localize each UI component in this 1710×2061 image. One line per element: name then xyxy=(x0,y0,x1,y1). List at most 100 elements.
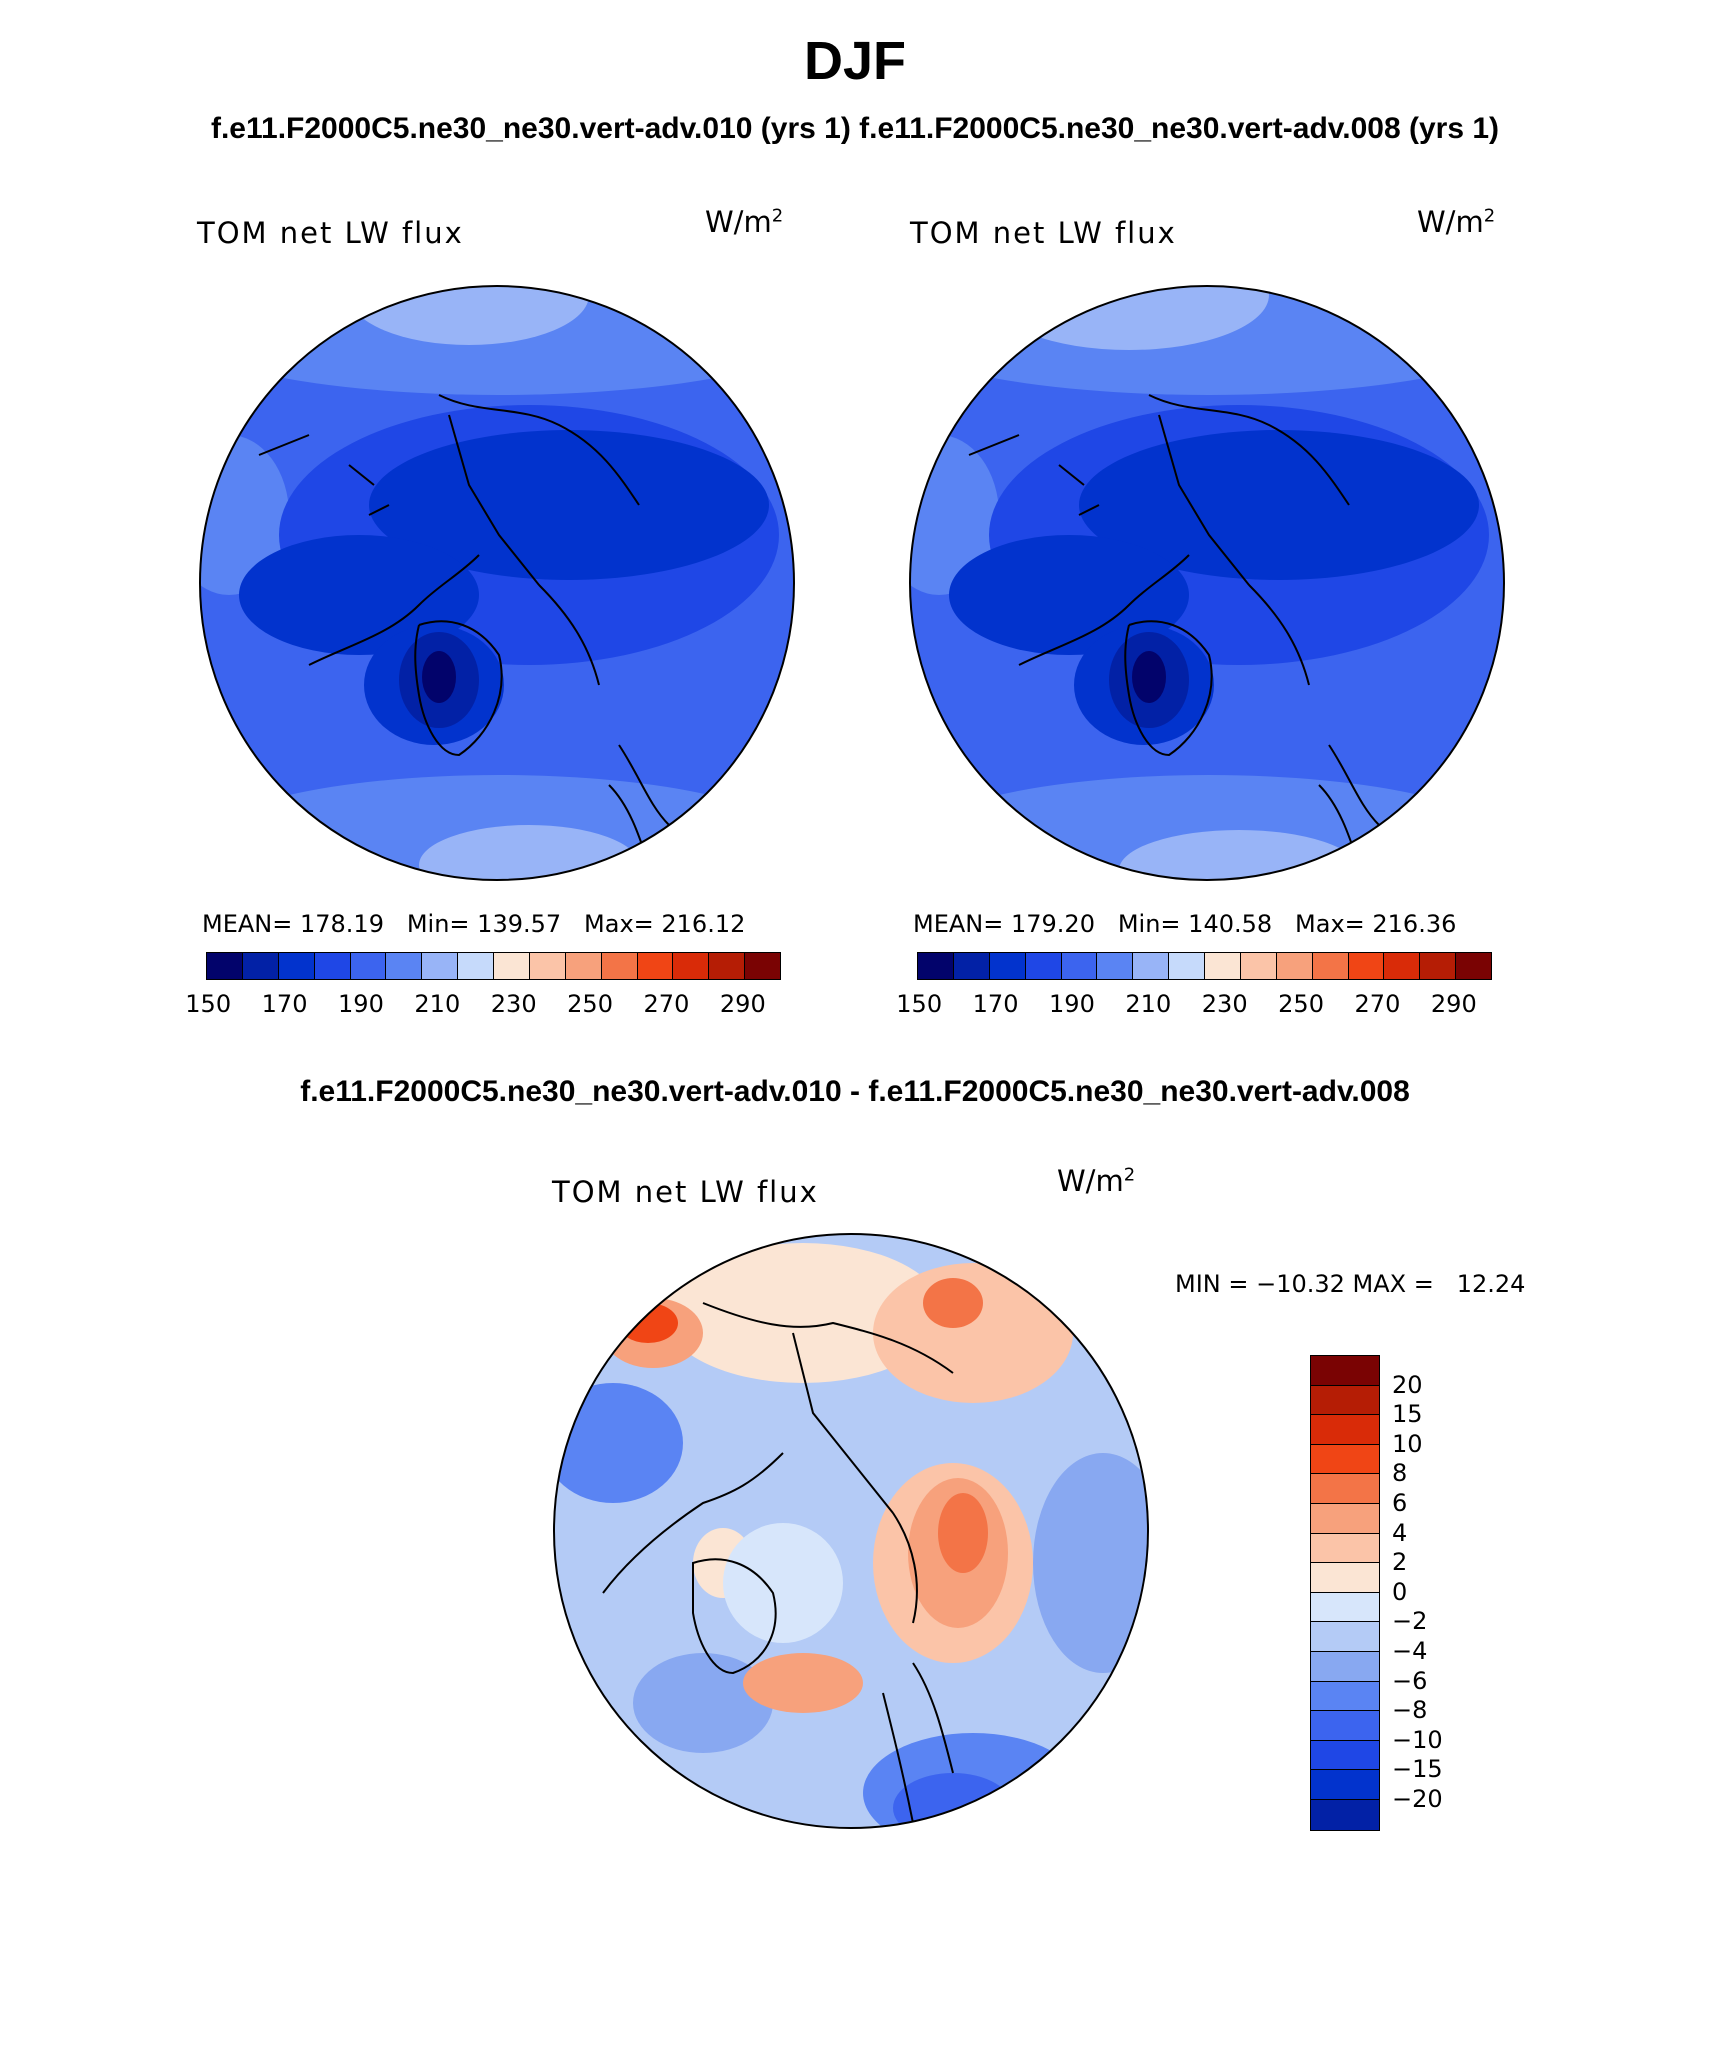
colorbar-swatch xyxy=(1311,1563,1379,1593)
colorbar-swatch xyxy=(1384,953,1421,979)
colorbar-swatch xyxy=(1169,953,1205,979)
panel2-colorbar xyxy=(917,952,1492,980)
colorbar-swatch xyxy=(918,953,954,979)
colorbar-swatch xyxy=(314,953,351,979)
colorbar-tick-label: 150 xyxy=(896,990,943,1018)
colorbar-swatch xyxy=(422,953,459,979)
colorbar-swatch xyxy=(207,953,243,979)
colorbar-swatch xyxy=(1240,953,1277,979)
colorbar-tick-label: 190 xyxy=(338,990,384,1018)
colorbar-tick-label: 0 xyxy=(1392,1577,1408,1606)
colorbar-tick-label: 290 xyxy=(719,990,766,1018)
panel1-region-west-pale xyxy=(200,435,289,595)
panel2-region-siberia xyxy=(1079,430,1479,580)
colorbar-tick-label: 20 xyxy=(1392,1370,1423,1399)
colorbar-swatch xyxy=(1311,1385,1379,1416)
colorbar-swatch xyxy=(1311,1681,1379,1712)
panel2-title: TOM net LW flux xyxy=(910,216,1177,250)
panel2-region-west-pale xyxy=(910,435,999,595)
diff-region-east-blue xyxy=(1033,1453,1148,1673)
colorbar-tick-label: 250 xyxy=(567,990,613,1018)
colorbar-swatch xyxy=(350,953,387,979)
colorbar-swatch xyxy=(1061,953,1098,979)
colorbar-swatch xyxy=(458,953,494,979)
colorbar-swatch xyxy=(1311,1740,1379,1771)
panel1-region-siberia xyxy=(369,430,769,580)
panel1-map-border xyxy=(199,285,795,881)
colorbar-tick-label: 290 xyxy=(1430,990,1477,1018)
colorbar-tick-label: −20 xyxy=(1392,1785,1443,1813)
panel2-stats: MEAN= 179.20 Min= 140.58 Max= 216.36 xyxy=(913,910,1457,938)
diff-region-southwest-blue xyxy=(633,1653,773,1753)
panel2-region-atlantic-pale xyxy=(1119,830,1359,880)
panel1-colorbar xyxy=(206,952,781,980)
diff-region-north-warm xyxy=(663,1243,943,1383)
colorbar-tick-label: 6 xyxy=(1392,1489,1408,1517)
colorbar-swatch xyxy=(745,953,780,979)
colorbar-tick-label: 250 xyxy=(1278,990,1324,1018)
diff-colorbar-labels: 20 15 10 8 6 4 2 0 −2 −4 −6 −8 −10 −15 −20 xyxy=(1392,1355,1512,1835)
case-titles: f.e11.F2000C5.ne30_ne30.vert-adv.010 (yr… xyxy=(210,112,1500,145)
diff-region-siberia-core xyxy=(938,1493,988,1573)
colorbar-swatch xyxy=(637,953,674,979)
panel2-region-greenland-core xyxy=(1132,651,1166,703)
diff-region-southeast-deep xyxy=(893,1773,1013,1828)
diff-stats: MIN = −10.32 MAX = 12.24 xyxy=(1175,1270,1526,1298)
colorbar-tick-label: 270 xyxy=(1354,990,1401,1018)
colorbar-tick-label: −6 xyxy=(1392,1666,1428,1695)
panel2-colorbar-ticks: 150 170 190 210 230 250 270 290 xyxy=(881,990,1492,1018)
diff-region-northeast-hot xyxy=(923,1278,983,1328)
colorbar-swatch xyxy=(989,953,1026,979)
colorbar-swatch xyxy=(242,953,279,979)
colorbar-swatch xyxy=(1311,1770,1379,1800)
colorbar-swatch xyxy=(1420,953,1457,979)
colorbar-swatch xyxy=(565,953,602,979)
diff-units: W/m2 xyxy=(1057,1164,1136,1198)
colorbar-swatch xyxy=(1311,1503,1379,1534)
colorbar-swatch xyxy=(1311,1711,1379,1741)
colorbar-tick-label: −4 xyxy=(1392,1637,1428,1665)
colorbar-tick-label: 210 xyxy=(414,990,461,1018)
diff-title: f.e11.F2000C5.ne30_ne30.vert-adv.010 - f… xyxy=(300,1075,1410,1108)
colorbar-tick-label: 150 xyxy=(185,990,232,1018)
panel1-region-atlantic-pale xyxy=(419,825,639,880)
colorbar-swatch xyxy=(1311,1533,1379,1564)
diff-map-border xyxy=(553,1233,1149,1829)
colorbar-swatch xyxy=(1311,1622,1379,1652)
diff-region-northeast-warm xyxy=(873,1263,1073,1403)
panel1-region-pacific-pale xyxy=(349,286,589,345)
colorbar-swatch xyxy=(1456,953,1491,979)
colorbar-tick-label: −15 xyxy=(1392,1755,1443,1784)
colorbar-swatch xyxy=(1133,953,1170,979)
colorbar-swatch xyxy=(673,953,710,979)
panel2-region-pacific-pale xyxy=(989,286,1269,350)
colorbar-swatch xyxy=(1097,953,1134,979)
panel2-coastlines xyxy=(968,394,1380,866)
colorbar-swatch xyxy=(1311,1415,1379,1445)
colorbar-tick-label: 2 xyxy=(1392,1548,1408,1577)
colorbar-swatch xyxy=(1311,1356,1379,1386)
colorbar-tick-label: 8 xyxy=(1392,1459,1408,1488)
colorbar-tick-label: 230 xyxy=(490,990,537,1018)
colorbar-tick-label: 170 xyxy=(972,990,1019,1018)
colorbar-swatch xyxy=(1311,1799,1379,1830)
colorbar-tick-label: 210 xyxy=(1125,990,1172,1018)
colorbar-swatch xyxy=(278,953,315,979)
colorbar-swatch xyxy=(1311,1592,1379,1623)
colorbar-tick-label: 170 xyxy=(261,990,308,1018)
colorbar-tick-label: 230 xyxy=(1201,990,1248,1018)
diff-region-atlantic-warm xyxy=(743,1653,863,1713)
colorbar-swatch xyxy=(1205,953,1241,979)
diff-coastlines xyxy=(602,1302,954,1824)
colorbar-swatch xyxy=(1311,1474,1379,1504)
colorbar-swatch xyxy=(1311,1444,1379,1475)
colorbar-swatch xyxy=(953,953,990,979)
colorbar-tick-label: −8 xyxy=(1392,1696,1428,1725)
colorbar-swatch xyxy=(386,953,423,979)
colorbar-swatch xyxy=(1025,953,1062,979)
panel1-colorbar-ticks: 150 170 190 210 230 250 270 290 xyxy=(170,990,781,1018)
colorbar-tick-label: −2 xyxy=(1392,1607,1428,1636)
diff-colorbar xyxy=(1310,1355,1380,1831)
panel2-map xyxy=(909,285,1505,881)
diff-region-central-pale xyxy=(723,1523,843,1643)
